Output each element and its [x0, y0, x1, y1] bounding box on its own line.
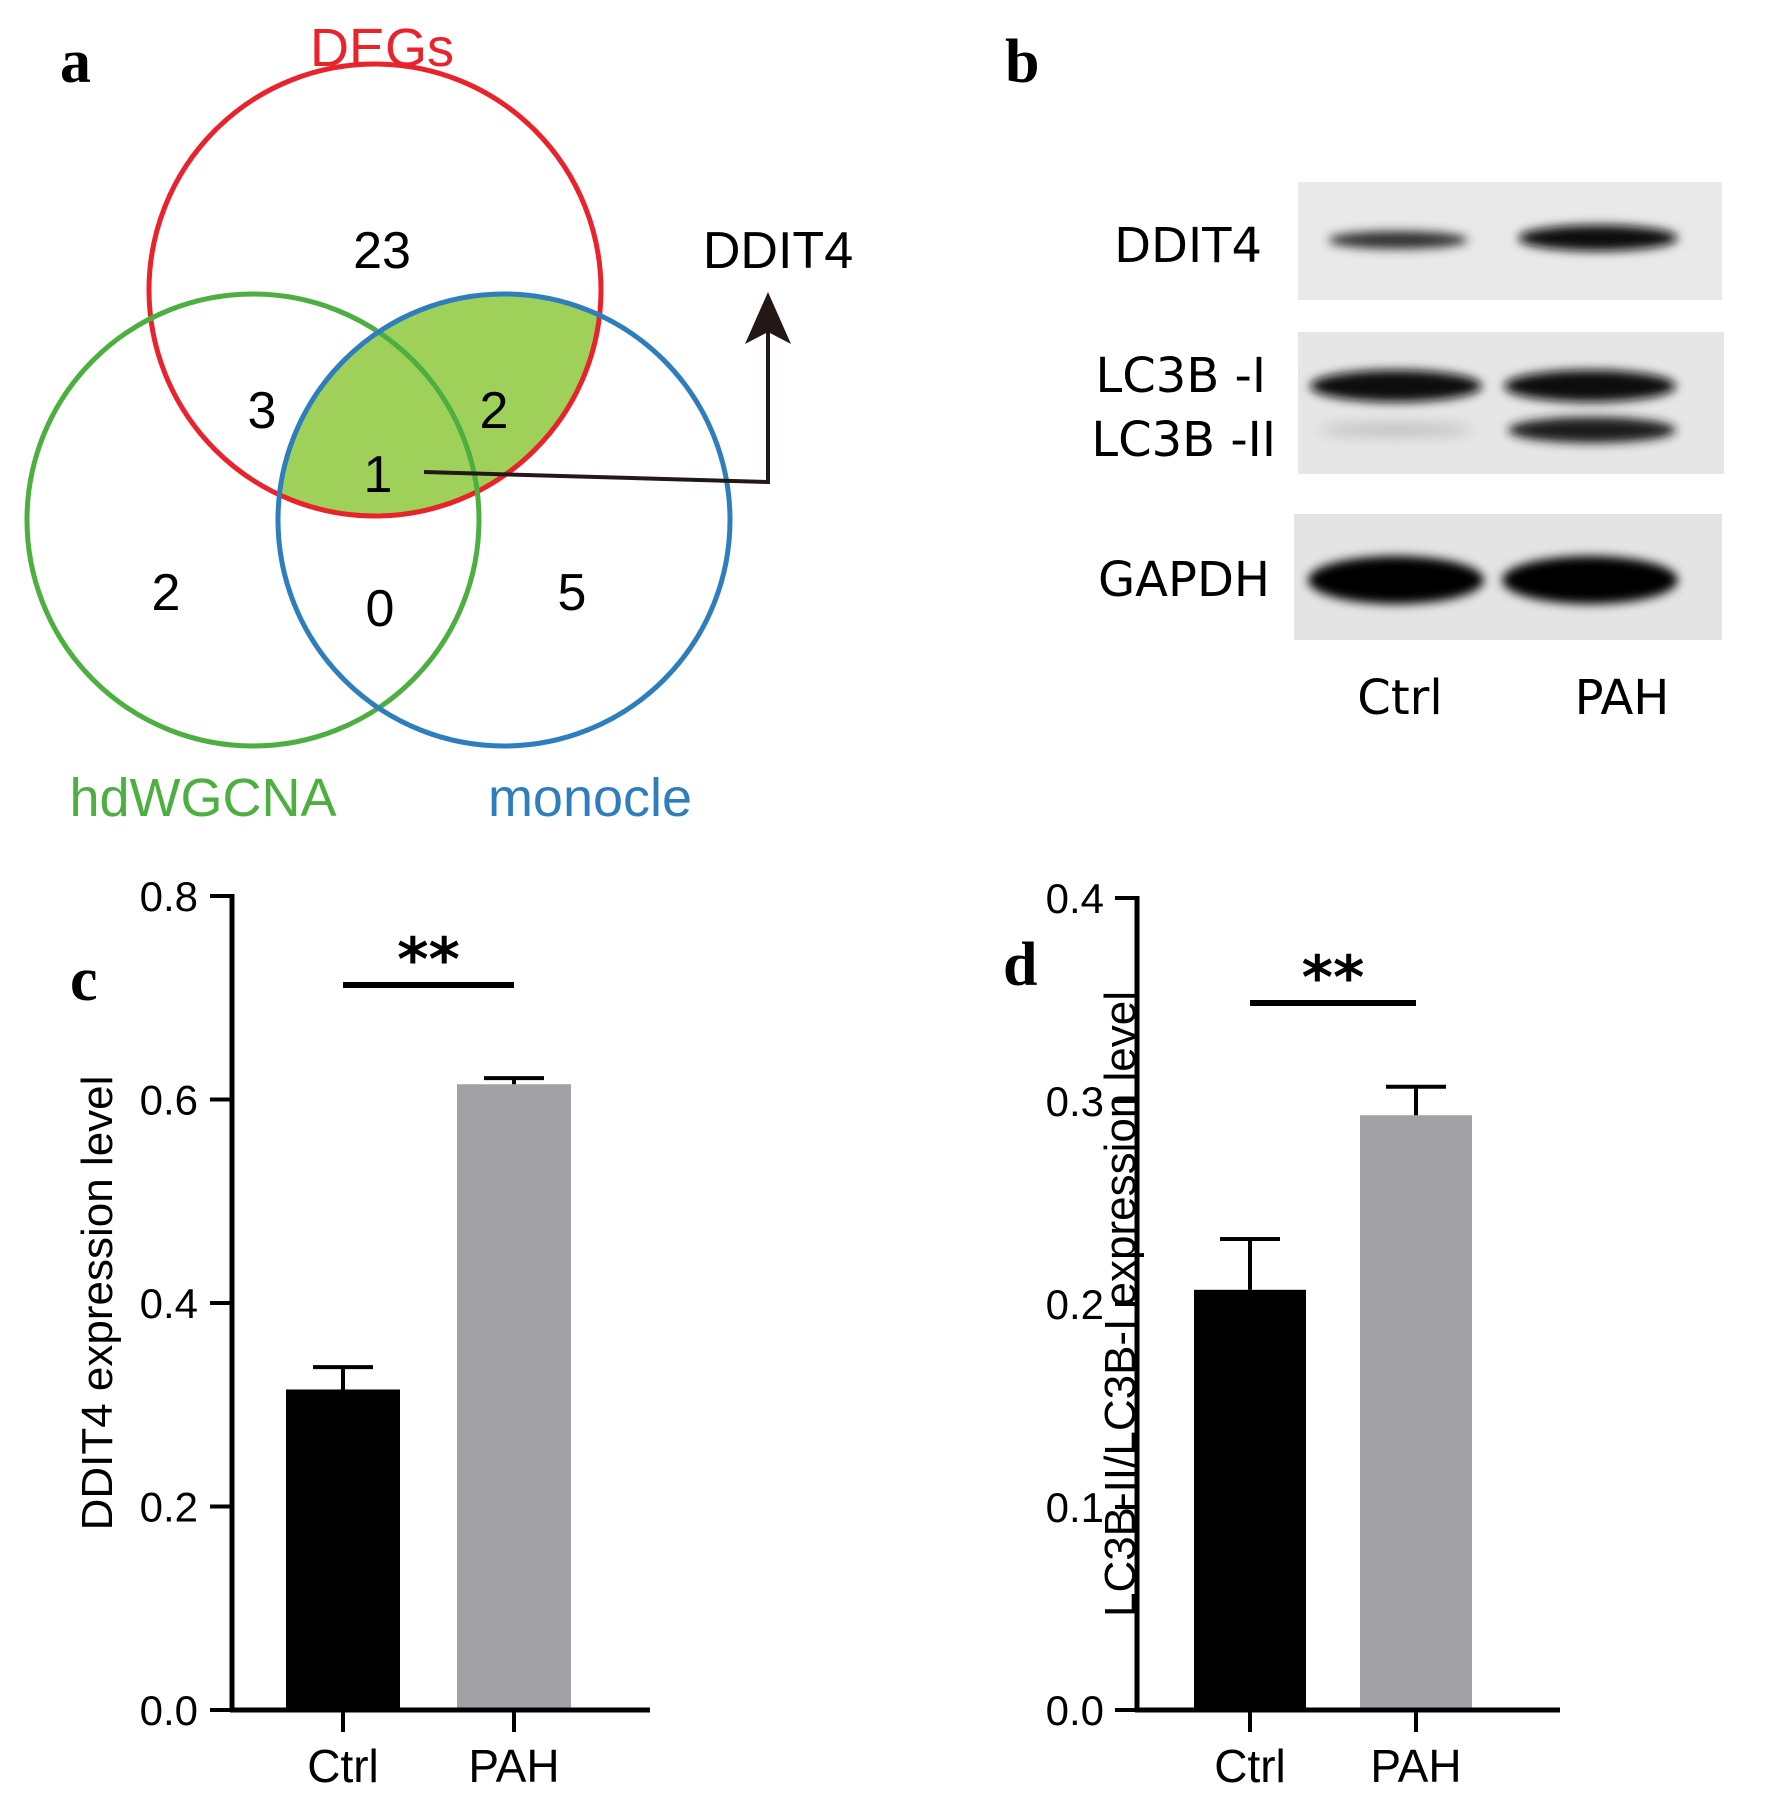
panel-label-b: b [1005, 28, 1039, 96]
venn-diagram: DEGs hdWGCNA monocle 23 3 2 1 2 0 5 DDIT… [24, 18, 853, 828]
y-tick-label: 0.6 [140, 1077, 198, 1124]
y-tick-label: 0.0 [1046, 1687, 1104, 1734]
callout-arrowhead [745, 292, 791, 344]
y-tick-label: 0.4 [1046, 875, 1104, 922]
callout-arrow-line [423, 332, 770, 485]
bar-pah [1360, 1115, 1472, 1710]
y-tick-label: 0.2 [1046, 1281, 1104, 1328]
blot-lane-ctrl: Ctrl [1357, 670, 1442, 726]
venn-label-hdwgcna: hdWGCNA [69, 768, 336, 828]
band-lc3b-i-pah [1504, 370, 1676, 402]
venn-label-monocle: monocle [488, 768, 692, 828]
venn-label-degs: DEGs [310, 18, 454, 78]
venn-highlight-region [278, 294, 601, 516]
band-ddit4-ctrl [1328, 231, 1468, 249]
band-lc3b-ii-pah [1508, 417, 1676, 443]
venn-count-hdwgcna-only: 2 [152, 564, 181, 622]
y-axis-title: DDIT4 expression level [73, 1076, 122, 1531]
venn-count-degs-monocle: 2 [480, 382, 509, 440]
bar-chart-lc3b-ratio: Ctrl PAH 0.0 0.1 0.2 0.3 0.4 LC3B-II/LC3B-I exp… [1046, 875, 1560, 1792]
panel-label-a: a [60, 28, 91, 96]
bar-ctrl [1194, 1289, 1306, 1710]
venn-count-degs-hdwgcna: 3 [248, 382, 277, 440]
venn-circle-monocle [275, 291, 733, 749]
western-blot: DDIT4 LC3B -I LC3B -II GAPDH Ctrl PAH [1091, 182, 1724, 726]
blot-label-gapdh: GAPDH [1098, 552, 1270, 608]
blot-label-lc3b-i: LC3B -I [1096, 348, 1266, 404]
y-tick-label: 0.3 [1046, 1078, 1104, 1125]
blot-label-ddit4: DDIT4 [1114, 218, 1262, 274]
x-tick-label: PAH [468, 1740, 559, 1792]
blot-lane-pah: PAH [1575, 670, 1670, 726]
bar-chart-ddit4: Ctrl PAH 0.0 0.2 0.4 0.6 0.8 DDIT4 expression l… [73, 873, 650, 1792]
venn-circle-hdwgcna [24, 291, 482, 749]
significance-marker: ** [397, 925, 460, 995]
y-tick-label: 0.4 [140, 1280, 198, 1327]
venn-count-monocle-only: 5 [558, 564, 587, 622]
y-tick-label: 0.2 [140, 1484, 198, 1531]
x-tick-label: Ctrl [307, 1740, 379, 1792]
callout-gene-label: DDIT4 [703, 222, 853, 280]
blot-strip-lc3b [1298, 332, 1724, 474]
panel-label-c: c [70, 946, 98, 1014]
significance-marker: ** [1302, 943, 1365, 1013]
panel-label-d: d [1003, 931, 1037, 999]
y-tick-label: 0.8 [140, 873, 198, 920]
bar-ctrl [286, 1389, 400, 1710]
bar-pah [457, 1084, 571, 1710]
blot-label-lc3b-ii: LC3B -II [1091, 412, 1276, 468]
y-tick-label: 0.0 [140, 1687, 198, 1734]
x-tick-label: PAH [1370, 1740, 1461, 1792]
band-ddit4-pah [1518, 225, 1678, 251]
band-lc3b-ii-ctrl [1318, 424, 1474, 436]
y-tick-label: 0.1 [1046, 1484, 1104, 1531]
y-axis-title: LC3B-II/LC3B-I expression level [1096, 991, 1145, 1617]
band-gapdh-ctrl [1308, 556, 1484, 604]
venn-circle-degs [146, 61, 604, 519]
venn-count-all-three: 1 [364, 446, 393, 504]
venn-count-hdwgcna-monocle: 0 [366, 580, 395, 638]
x-tick-label: Ctrl [1214, 1740, 1286, 1792]
venn-count-degs-only: 23 [353, 222, 411, 280]
band-gapdh-pah [1502, 556, 1678, 604]
band-lc3b-i-ctrl [1310, 370, 1482, 402]
